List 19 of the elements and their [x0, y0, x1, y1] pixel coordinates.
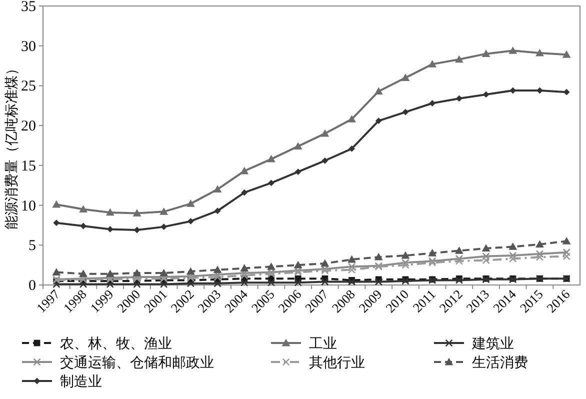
legend-label: 农、林、牧、渔业: [60, 335, 172, 351]
legend-label: 生活消费: [472, 354, 528, 370]
y-tick-label: 35: [21, 0, 36, 15]
y-tick-label: 10: [21, 198, 36, 214]
y-tick-label: 5: [28, 238, 36, 254]
legend-label: 制造业: [60, 373, 102, 389]
y-tick-label: 25: [21, 78, 36, 95]
y-tick-label: 20: [21, 118, 36, 135]
legend-label: 工业: [309, 335, 337, 351]
x-tick-label: 1999: [87, 286, 116, 316]
y-tick-label: 30: [21, 38, 36, 55]
y-tick-label: 0: [28, 278, 36, 294]
x-tick-label: 2001: [140, 286, 170, 316]
x-tick-label: 2011: [410, 286, 438, 316]
y-tick-label: 15: [21, 158, 36, 174]
y-axis-title: 能源消费量（亿吨标准煤）: [3, 62, 19, 230]
legend-label: 其他行业: [309, 354, 365, 370]
legend-label: 建筑业: [471, 335, 514, 351]
legend-label: 交通运输、仓储和邮政业: [60, 354, 214, 370]
